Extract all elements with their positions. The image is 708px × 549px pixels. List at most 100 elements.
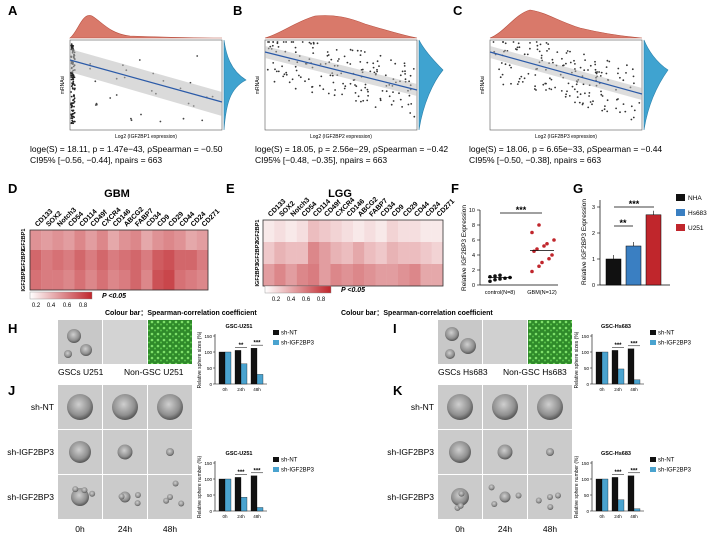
heatmap-lgg-frame [262, 219, 444, 287]
micrograph-row-label: sh-IGF2BP3 [387, 492, 434, 502]
scatter-point [159, 120, 162, 123]
scatter-point [504, 63, 507, 66]
heatmap-cell [96, 250, 109, 271]
scatter-point [379, 99, 382, 102]
sphere-chart-x-label: 48h [630, 514, 638, 519]
scatter-point [201, 119, 204, 122]
gbm-pvalue: P <0.05 [102, 293, 126, 300]
sphere-chart-bar [224, 478, 232, 512]
heatmap-cell [308, 264, 320, 287]
scatter-point [312, 52, 315, 54]
scatter-point [622, 79, 625, 82]
sphere-chart-legend-label: sh-NT [658, 331, 675, 337]
scatter-point [182, 117, 185, 120]
lgg-pvalue: P <0.05 [341, 287, 365, 294]
heatmap-cell [174, 250, 186, 271]
top-density-b [264, 15, 418, 39]
sphere-chart-title: GSC-Hs683 [601, 324, 631, 330]
colour-bar-gbm: 0.2 0.4 0.6 0.8 P <0.05 [29, 291, 126, 309]
sphere-chart-x-label: 48h [253, 387, 261, 392]
scatter-point [285, 71, 288, 74]
micrograph-sphere [112, 394, 138, 420]
scatter-point [367, 90, 369, 93]
heatmap-cell [185, 270, 198, 291]
micrograph-sphere [554, 492, 561, 499]
heatmap-cell [398, 220, 410, 243]
scatter-point [95, 102, 98, 105]
micrograph-row-label: sh-IGF2BP3 [7, 492, 54, 502]
scatter-point [294, 65, 297, 68]
scatter-point [412, 68, 415, 70]
chart-f-dot [547, 256, 551, 261]
scatter-point [413, 115, 416, 118]
sphere-chart-significance: *** [630, 341, 638, 347]
scatter-point [624, 110, 627, 113]
scatter-point [529, 47, 531, 50]
scatter-point [73, 116, 75, 119]
scatter-point [344, 85, 347, 88]
sphere-chart-legend-swatch [650, 340, 656, 345]
scatter-point [71, 117, 74, 120]
micrograph-sphere [167, 494, 173, 500]
sphere-chart-y-label: Relative sphere sizes (%) [197, 331, 203, 388]
heatmap-lgg-cells [263, 220, 444, 287]
scatter-point [516, 83, 519, 85]
heatmap-cell [74, 230, 86, 251]
scatter-point [346, 61, 349, 64]
chart-f-dot [540, 260, 544, 265]
scatter-point [266, 68, 269, 71]
scatter-point [73, 105, 75, 108]
heatmap-cell [386, 242, 399, 265]
micrograph-h-caption-nongsc: Non-GSC U251 [124, 367, 184, 377]
scatter-point [401, 106, 403, 108]
heatmap-gbm: GBM CD133SOX2Notch3CD54CD114CD49fCXCR4CD… [21, 188, 221, 291]
regression-line-a [69, 59, 223, 103]
scatter-point [360, 100, 362, 103]
heatmap-cell [420, 264, 432, 287]
scatter-point [622, 103, 625, 105]
scatter-point [71, 76, 74, 79]
micrograph-sphere [89, 490, 96, 497]
micrograph-sphere [547, 503, 554, 510]
scatter-point [73, 76, 76, 79]
heatmap-row-label: IGF2BP3 [255, 264, 261, 287]
scatter-point [633, 109, 636, 112]
chart-f-x-labels: control(N=8) GBM(N=12) [485, 290, 557, 296]
scatter-point [357, 95, 360, 98]
scatter-point [341, 93, 343, 96]
sphere-chart-significance: *** [253, 468, 261, 474]
heatmap-gbm-columns: CD133SOX2Notch3CD54CD114CD49fCXCR4CD146A… [34, 206, 221, 228]
heatmap-cell [364, 242, 376, 265]
scatter-point [569, 50, 571, 53]
sphere-chart-significance: *** [630, 468, 638, 474]
scatter-point [579, 66, 582, 69]
sphere-chart-legend-swatch [273, 330, 279, 335]
sphere-chart-x-label: 0h [222, 387, 228, 392]
scatter-point [292, 41, 295, 43]
scatter-point [404, 70, 406, 73]
scatter-point [196, 55, 199, 57]
panel-label-d: D [8, 181, 18, 196]
scatter-point [534, 85, 536, 88]
sphere-chart-legend-label: sh-NT [658, 458, 675, 464]
scatter-point [372, 66, 375, 69]
scatter-point [591, 103, 593, 106]
sphere-chart-y-label: Relative sphere sizes (%) [574, 331, 580, 388]
scatter-point [269, 45, 272, 48]
scatter-point [567, 82, 570, 85]
scatter-point [566, 50, 569, 52]
scatter-point [338, 58, 340, 60]
scatter-point [626, 64, 628, 67]
micrograph-sphere [491, 501, 498, 508]
scatter-point [277, 46, 280, 48]
scatter-point [268, 41, 270, 43]
scatter-point [542, 83, 545, 86]
chart-f-dot [493, 274, 497, 278]
sphere-chart-legend-label: sh-IGF2BP3 [281, 468, 315, 474]
sphere-chart-x-label: 24h [237, 387, 245, 392]
scatter-point [290, 41, 293, 43]
scatter-point [343, 55, 346, 58]
scatter-point [320, 75, 323, 78]
heatmap-lgg-columns: CD133SOX2Notch3CD54CD114CD49fCXCR4CD146A… [267, 196, 456, 218]
scatter-point [598, 71, 600, 73]
